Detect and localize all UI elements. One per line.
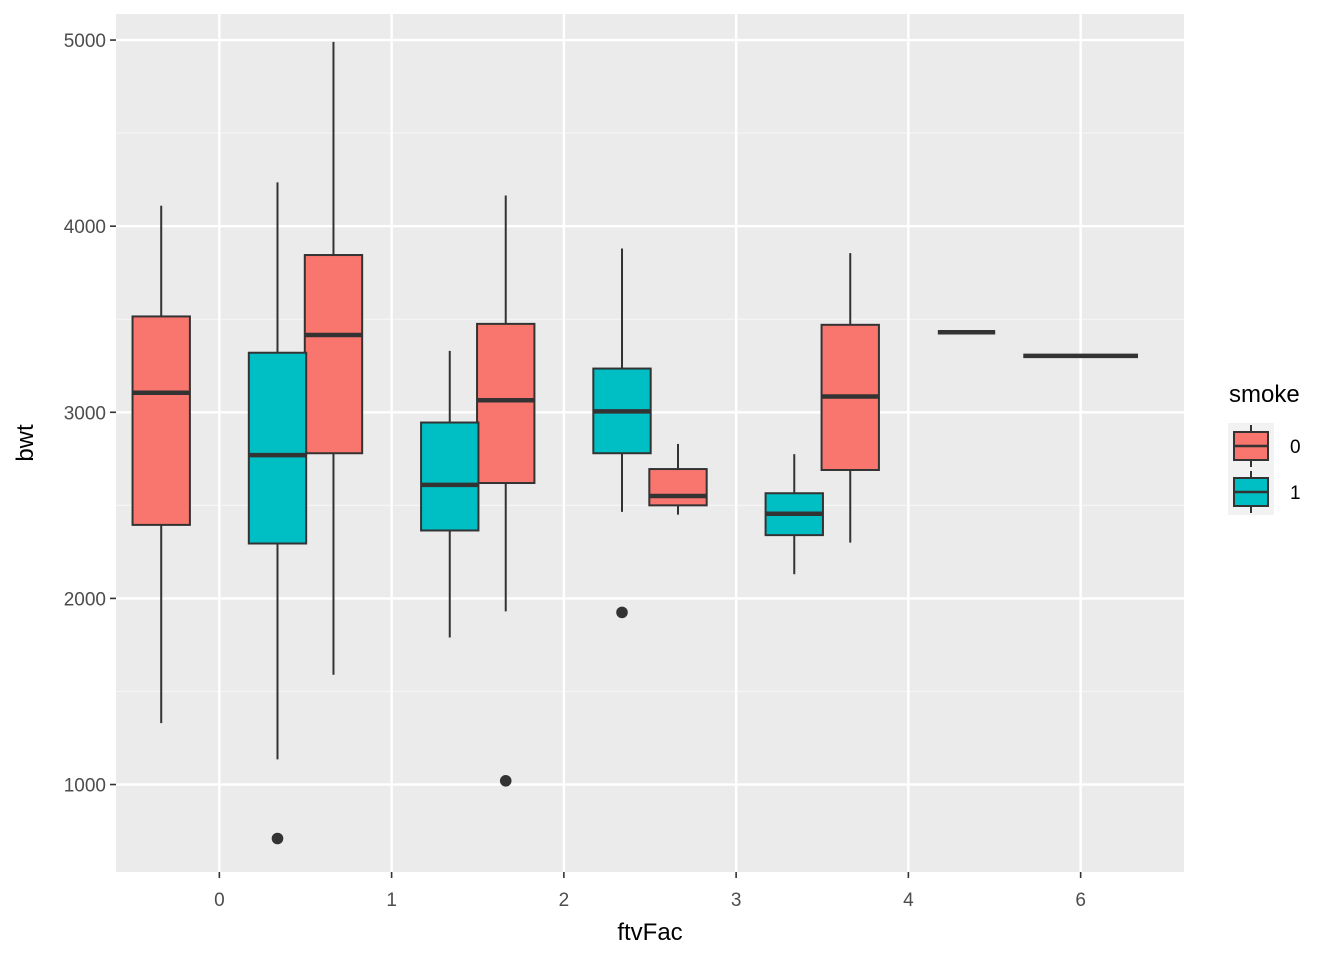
legend-title: smoke	[1229, 381, 1300, 408]
box-1-cat-1	[420, 350, 480, 638]
iqr-box	[303, 254, 364, 455]
y-tick-label: 5000	[64, 31, 106, 52]
box-0-cat-0	[131, 205, 191, 724]
box-0-cat-3	[648, 443, 708, 515]
box-0-cat-2	[476, 195, 536, 787]
y-tick-label: 3000	[64, 403, 106, 424]
box-layer	[131, 41, 1139, 845]
y-tick-label: 4000	[64, 217, 106, 238]
box-1-cat-2	[592, 248, 652, 619]
legend-label-0: 0	[1290, 437, 1301, 458]
outlier-point	[499, 775, 512, 787]
x-tick-label: 3	[731, 890, 742, 911]
iqr-box	[247, 351, 308, 545]
grid-lines	[116, 14, 1184, 872]
legend-key-0	[1228, 423, 1274, 469]
box-0-cat-4	[820, 253, 880, 543]
x-tick-label: 6	[1075, 890, 1086, 911]
legend: smoke 0 1	[1228, 381, 1301, 515]
legend-label-1: 1	[1290, 483, 1301, 504]
box-1-cat-0	[247, 182, 308, 845]
x-tick-label: 1	[386, 890, 397, 911]
iqr-box	[648, 468, 708, 507]
iqr-box	[131, 315, 191, 526]
outlier-point	[271, 832, 284, 845]
iqr-box	[420, 421, 480, 532]
y-tick-label: 2000	[64, 589, 106, 610]
x-axis-title: ftvFac	[617, 919, 682, 946]
legend-key-1	[1228, 469, 1274, 515]
iqr-box	[476, 322, 536, 485]
x-tick-label: 0	[214, 890, 225, 911]
y-axis-title: bwt	[12, 424, 39, 462]
box-1-cat-3	[764, 454, 824, 575]
x-tick-label: 2	[559, 890, 570, 911]
outlier-point	[616, 606, 628, 619]
y-tick-label: 1000	[64, 776, 106, 797]
y-axis: 1000 2000 3000 4000 5000	[64, 31, 116, 797]
x-tick-label: 4	[903, 890, 914, 911]
x-axis: 0 1 2 3 4 6	[214, 872, 1086, 911]
